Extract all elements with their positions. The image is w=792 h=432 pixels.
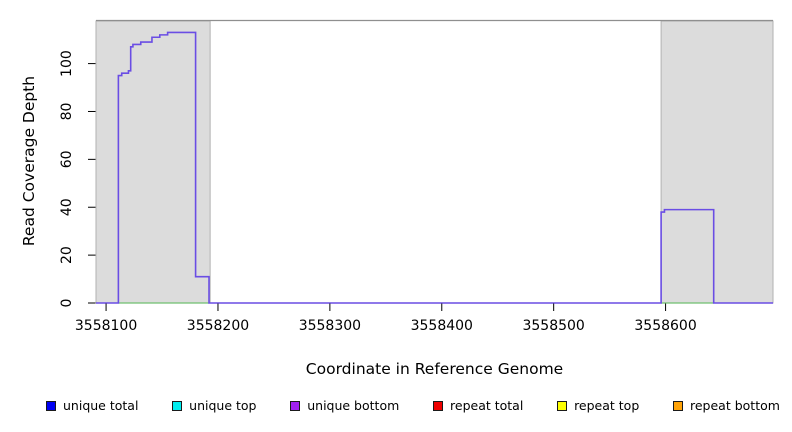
legend-item-repeat-top: repeat top — [557, 398, 639, 413]
legend: unique total unique top unique bottom re… — [46, 398, 780, 413]
series-unique-coverage-depth — [96, 31, 773, 304]
legend-item-unique-bottom: unique bottom — [290, 398, 399, 413]
coverage-plot: 3558100 3558200 3558300 3558400 3558500 35586… — [59, 19, 774, 334]
y-tick-label: 20 — [59, 246, 75, 264]
x-tick-label: 3558600 — [634, 318, 696, 334]
legend-item-repeat-bottom: repeat bottom — [673, 398, 780, 413]
y-tick-label: 40 — [59, 198, 75, 216]
x-tick-label: 3558300 — [299, 318, 361, 334]
legend-item-unique-top: unique top — [172, 398, 256, 413]
x-tick-label: 3558500 — [522, 318, 584, 334]
legend-label: unique total — [63, 398, 139, 413]
legend-swatch-repeat-top — [557, 400, 568, 411]
legend-label: unique top — [189, 398, 257, 413]
shaded-region-left — [95, 20, 211, 304]
shaded-region-right — [660, 20, 774, 304]
legend-label: repeat bottom — [690, 398, 780, 413]
legend-swatch-unique-bottom — [290, 400, 301, 411]
legend-label: repeat total — [450, 398, 524, 413]
x-tick-label: 3558100 — [75, 318, 137, 334]
legend-swatch-repeat-total — [433, 400, 444, 411]
x-tick-label: 3558400 — [411, 318, 473, 334]
legend-item-repeat-total: repeat total — [433, 398, 523, 413]
legend-swatch-unique-top — [172, 400, 183, 411]
y-axis-title: Read Coverage Depth — [20, 75, 38, 247]
x-axis-title: Coordinate in Reference Genome — [305, 360, 564, 378]
legend-item-unique-total: unique total — [46, 398, 138, 413]
legend-label: unique bottom — [307, 398, 400, 413]
y-tick-label: 80 — [59, 103, 75, 121]
x-tick-label: 3558200 — [187, 318, 249, 334]
y-tick-label: 100 — [59, 50, 75, 77]
y-tick-label: 60 — [59, 150, 75, 168]
legend-swatch-unique-total — [46, 400, 56, 411]
legend-swatch-repeat-bottom — [673, 400, 683, 411]
y-tick-label: 0 — [59, 299, 75, 308]
legend-label: repeat top — [574, 398, 640, 413]
